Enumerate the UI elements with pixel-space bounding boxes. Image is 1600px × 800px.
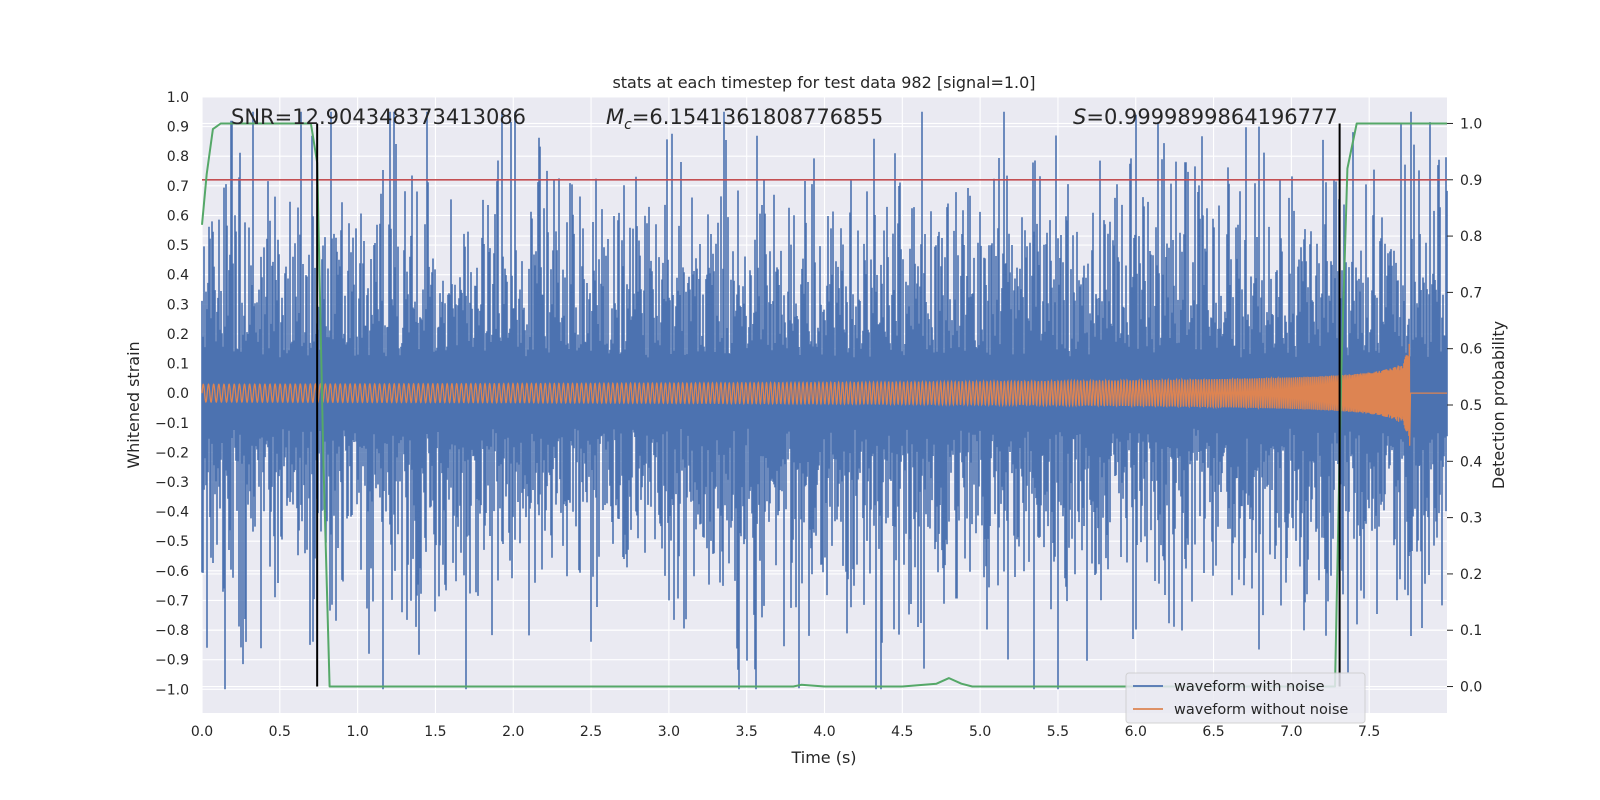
x-tick-label: 3.5 [736, 724, 758, 740]
legend-box [1125, 672, 1366, 724]
x-tick-label: 1.5 [424, 724, 446, 740]
y-tick-label: 0.4 [167, 268, 189, 284]
x-tick-label: 2.5 [580, 724, 602, 740]
x-tick-label: 7.0 [1280, 724, 1302, 740]
y-tick-label: 0.1 [167, 357, 189, 373]
y2-tick-label: 0.4 [1460, 454, 1482, 470]
y2-axis-label: Detection probability [1489, 321, 1508, 489]
y-tick-label: 0.0 [167, 386, 189, 402]
x-tick-label: 2.0 [502, 724, 524, 740]
legend-label-clean: waveform without noise [1174, 702, 1348, 718]
y2-tick-label: 0.3 [1460, 511, 1482, 527]
chirp-mass-annotation: Mc=6.1541361808776855 [606, 105, 883, 133]
x-tick-label: 6.0 [1125, 724, 1147, 740]
y-tick-label: −0.3 [155, 475, 189, 491]
x-tick-label: 4.5 [891, 724, 913, 740]
axis-layer: 0.0 0.5 1.0 1.5 2.0 2.5 3.0 3.5 4.0 4.5 5.0 5.5 6.0 6… [155, 90, 1482, 740]
chart-title: stats at each timestep for test data 982… [612, 73, 1035, 92]
y2-tick-label: 0.0 [1460, 680, 1482, 696]
y-tick-label: −0.6 [155, 564, 189, 580]
x-tick-label: 5.0 [969, 724, 991, 740]
y-tick-label: −0.8 [155, 623, 189, 639]
y-tick-label: 0.7 [167, 179, 189, 195]
y2-tick-label: 0.7 [1460, 285, 1482, 301]
series-layer [201, 111, 1448, 690]
x-tick-label: 1.0 [346, 724, 368, 740]
x-tick-label: 4.0 [813, 724, 835, 740]
y2-tick-label: 1.0 [1460, 116, 1482, 132]
annotation-layer: SNR=12.904348373413086 Mc=6.154136180877… [231, 105, 1338, 133]
legend-label-noise: waveform with noise [1174, 679, 1325, 695]
series-waveform-without-noise [201, 343, 1447, 446]
y-tick-label: −0.5 [155, 534, 189, 550]
y-tick-label: 0.9 [167, 120, 189, 136]
y-tick-label: −0.4 [155, 505, 189, 521]
x-axis-label: Time (s) [790, 748, 856, 767]
snr-annotation: SNR=12.904348373413086 [231, 105, 526, 129]
chirp-mass-symbol: M [606, 105, 624, 129]
y2-tick-label: 0.8 [1460, 229, 1482, 245]
x-tick-label: 5.5 [1047, 724, 1069, 740]
y-tick-label: 0.3 [167, 297, 189, 313]
y-tick-label: −0.9 [155, 653, 189, 669]
x-tick-label: 0.0 [191, 724, 213, 740]
y-tick-label: 0.6 [167, 208, 189, 224]
statistic-annotation: S=0.9999899864196777 [1073, 105, 1338, 129]
statistic-value: =0.9999899864196777 [1086, 105, 1337, 129]
y-tick-label: −0.1 [155, 416, 189, 432]
x-tick-label: 6.5 [1202, 724, 1224, 740]
chirp-mass-subscript: c [624, 117, 632, 133]
y2-tick-label: 0.9 [1460, 173, 1482, 189]
y-tick-label: 0.5 [167, 238, 189, 254]
y-tick-label: 0.2 [167, 327, 189, 343]
y-axis-label: Whitened strain [124, 341, 143, 468]
y-tick-label: 1.0 [167, 90, 189, 106]
chirp-mass-value: =6.1541361808776855 [632, 105, 883, 129]
y2-tick-label: 0.1 [1460, 623, 1482, 639]
statistic-symbol: S [1073, 105, 1086, 129]
x-tick-label: 0.5 [269, 724, 291, 740]
x-tick-label: 3.0 [658, 724, 680, 740]
y-tick-label: −0.2 [155, 445, 189, 461]
y2-tick-label: 0.5 [1460, 398, 1482, 414]
y-tick-label: −0.7 [155, 593, 189, 609]
y2-tick-label: 0.6 [1460, 342, 1482, 358]
y-tick-label: 0.8 [167, 149, 189, 165]
y2-tick-label: 0.2 [1460, 567, 1482, 583]
x-tick-label: 7.5 [1358, 724, 1380, 740]
legend: waveform with noise waveform without noi… [1125, 672, 1366, 724]
y-tick-label: −1.0 [155, 682, 189, 698]
